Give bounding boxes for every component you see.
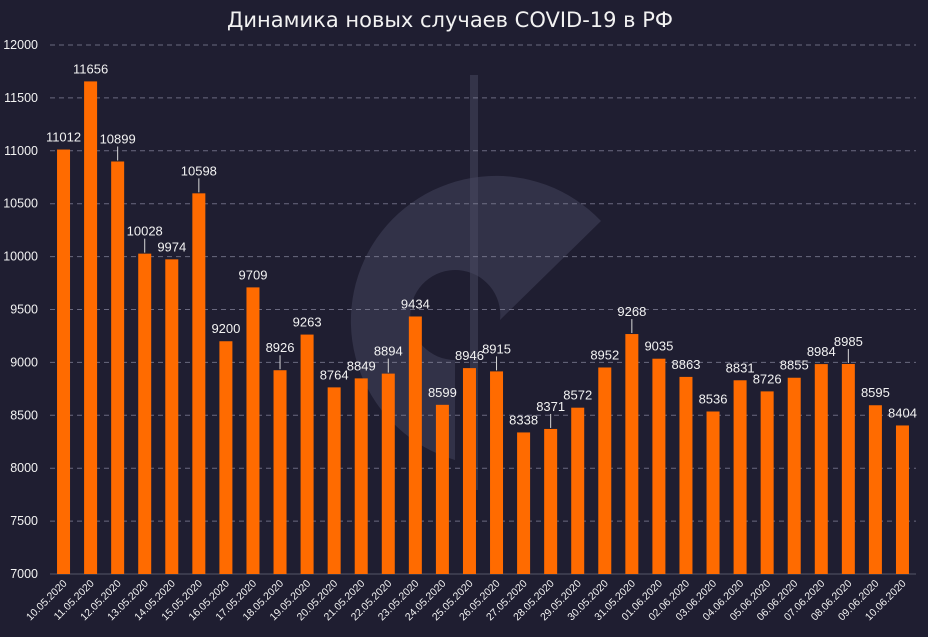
bar xyxy=(841,363,855,574)
leader-lines-group xyxy=(117,146,849,428)
bar xyxy=(868,405,882,574)
bar xyxy=(652,358,666,574)
bar xyxy=(733,380,747,574)
data-label: 10598 xyxy=(181,163,217,178)
bar xyxy=(354,378,368,574)
y-tick-label: 11500 xyxy=(4,91,38,105)
data-label: 9268 xyxy=(617,304,646,319)
bar xyxy=(814,364,828,574)
bar xyxy=(300,334,314,574)
data-label: 8849 xyxy=(347,358,376,373)
data-label: 8855 xyxy=(780,358,809,373)
bar xyxy=(138,253,152,574)
data-label: 9263 xyxy=(293,315,322,330)
bar xyxy=(625,334,639,574)
bar xyxy=(57,149,71,574)
grid-lines xyxy=(50,44,916,575)
chart-title: Динамика новых случаев COVID-19 в РФ xyxy=(227,8,673,32)
data-label: 8536 xyxy=(699,391,728,406)
logo-bar xyxy=(470,75,478,490)
y-tick-label: 9000 xyxy=(10,355,38,369)
y-tick-label: 7000 xyxy=(10,567,38,581)
y-tick-label: 11000 xyxy=(4,144,38,158)
data-label: 9974 xyxy=(157,239,186,254)
data-label: 8595 xyxy=(861,385,890,400)
bar xyxy=(84,81,98,574)
data-label: 8952 xyxy=(590,347,619,362)
data-label: 10899 xyxy=(100,131,136,146)
y-tick-label: 10500 xyxy=(3,197,38,211)
bar xyxy=(192,193,206,574)
bar xyxy=(273,370,287,574)
y-tick-label: 10000 xyxy=(3,250,38,264)
bar xyxy=(165,259,179,574)
bar xyxy=(246,287,260,574)
bar xyxy=(381,373,395,574)
data-label: 10028 xyxy=(127,224,163,239)
bar xyxy=(571,407,585,574)
y-tick-label: 12000 xyxy=(3,38,38,52)
data-label: 8764 xyxy=(320,367,349,382)
bar xyxy=(435,404,449,574)
data-label: 8599 xyxy=(428,385,457,400)
data-label: 8915 xyxy=(482,341,511,356)
bar xyxy=(327,387,341,574)
y-tick-label: 8500 xyxy=(10,408,38,422)
y-tick-label: 9500 xyxy=(10,303,38,317)
data-label: 9200 xyxy=(211,321,240,336)
data-label: 8985 xyxy=(834,334,863,349)
bar xyxy=(706,411,720,574)
data-label: 8404 xyxy=(888,405,917,420)
data-label: 8831 xyxy=(726,360,755,375)
data-label: 11012 xyxy=(46,130,81,145)
data-label: 11656 xyxy=(73,61,108,76)
bar xyxy=(408,316,422,574)
y-axis: 7000 7500 8000 8500 9000 9500 10000 10500 11000 1… xyxy=(3,38,38,581)
y-tick-label: 7500 xyxy=(10,514,38,528)
bar xyxy=(517,432,531,574)
data-label: 8863 xyxy=(672,357,701,372)
bar xyxy=(111,161,125,575)
data-label: 8984 xyxy=(807,344,836,359)
data-label: 9434 xyxy=(401,296,430,311)
data-label: 9035 xyxy=(644,339,673,354)
bar xyxy=(462,368,476,574)
data-label: 8946 xyxy=(455,348,484,363)
data-label: 8371 xyxy=(536,399,565,414)
bar xyxy=(895,425,909,574)
bar xyxy=(787,377,801,574)
data-label: 8726 xyxy=(753,371,782,386)
bar xyxy=(679,376,693,574)
data-label: 8894 xyxy=(374,344,403,359)
bars-group xyxy=(57,81,909,575)
bar xyxy=(760,391,774,574)
y-tick-label: 8000 xyxy=(10,461,38,475)
bar xyxy=(490,371,504,574)
data-label: 8338 xyxy=(509,412,538,427)
bar xyxy=(544,428,558,574)
data-label: 9709 xyxy=(239,267,268,282)
data-label: 8572 xyxy=(563,388,592,403)
bar xyxy=(598,367,612,574)
data-label: 8926 xyxy=(266,340,295,355)
x-axis: 10.05.202011.05.202012.05.202013.05.2020… xyxy=(24,578,909,624)
bar xyxy=(219,341,233,574)
